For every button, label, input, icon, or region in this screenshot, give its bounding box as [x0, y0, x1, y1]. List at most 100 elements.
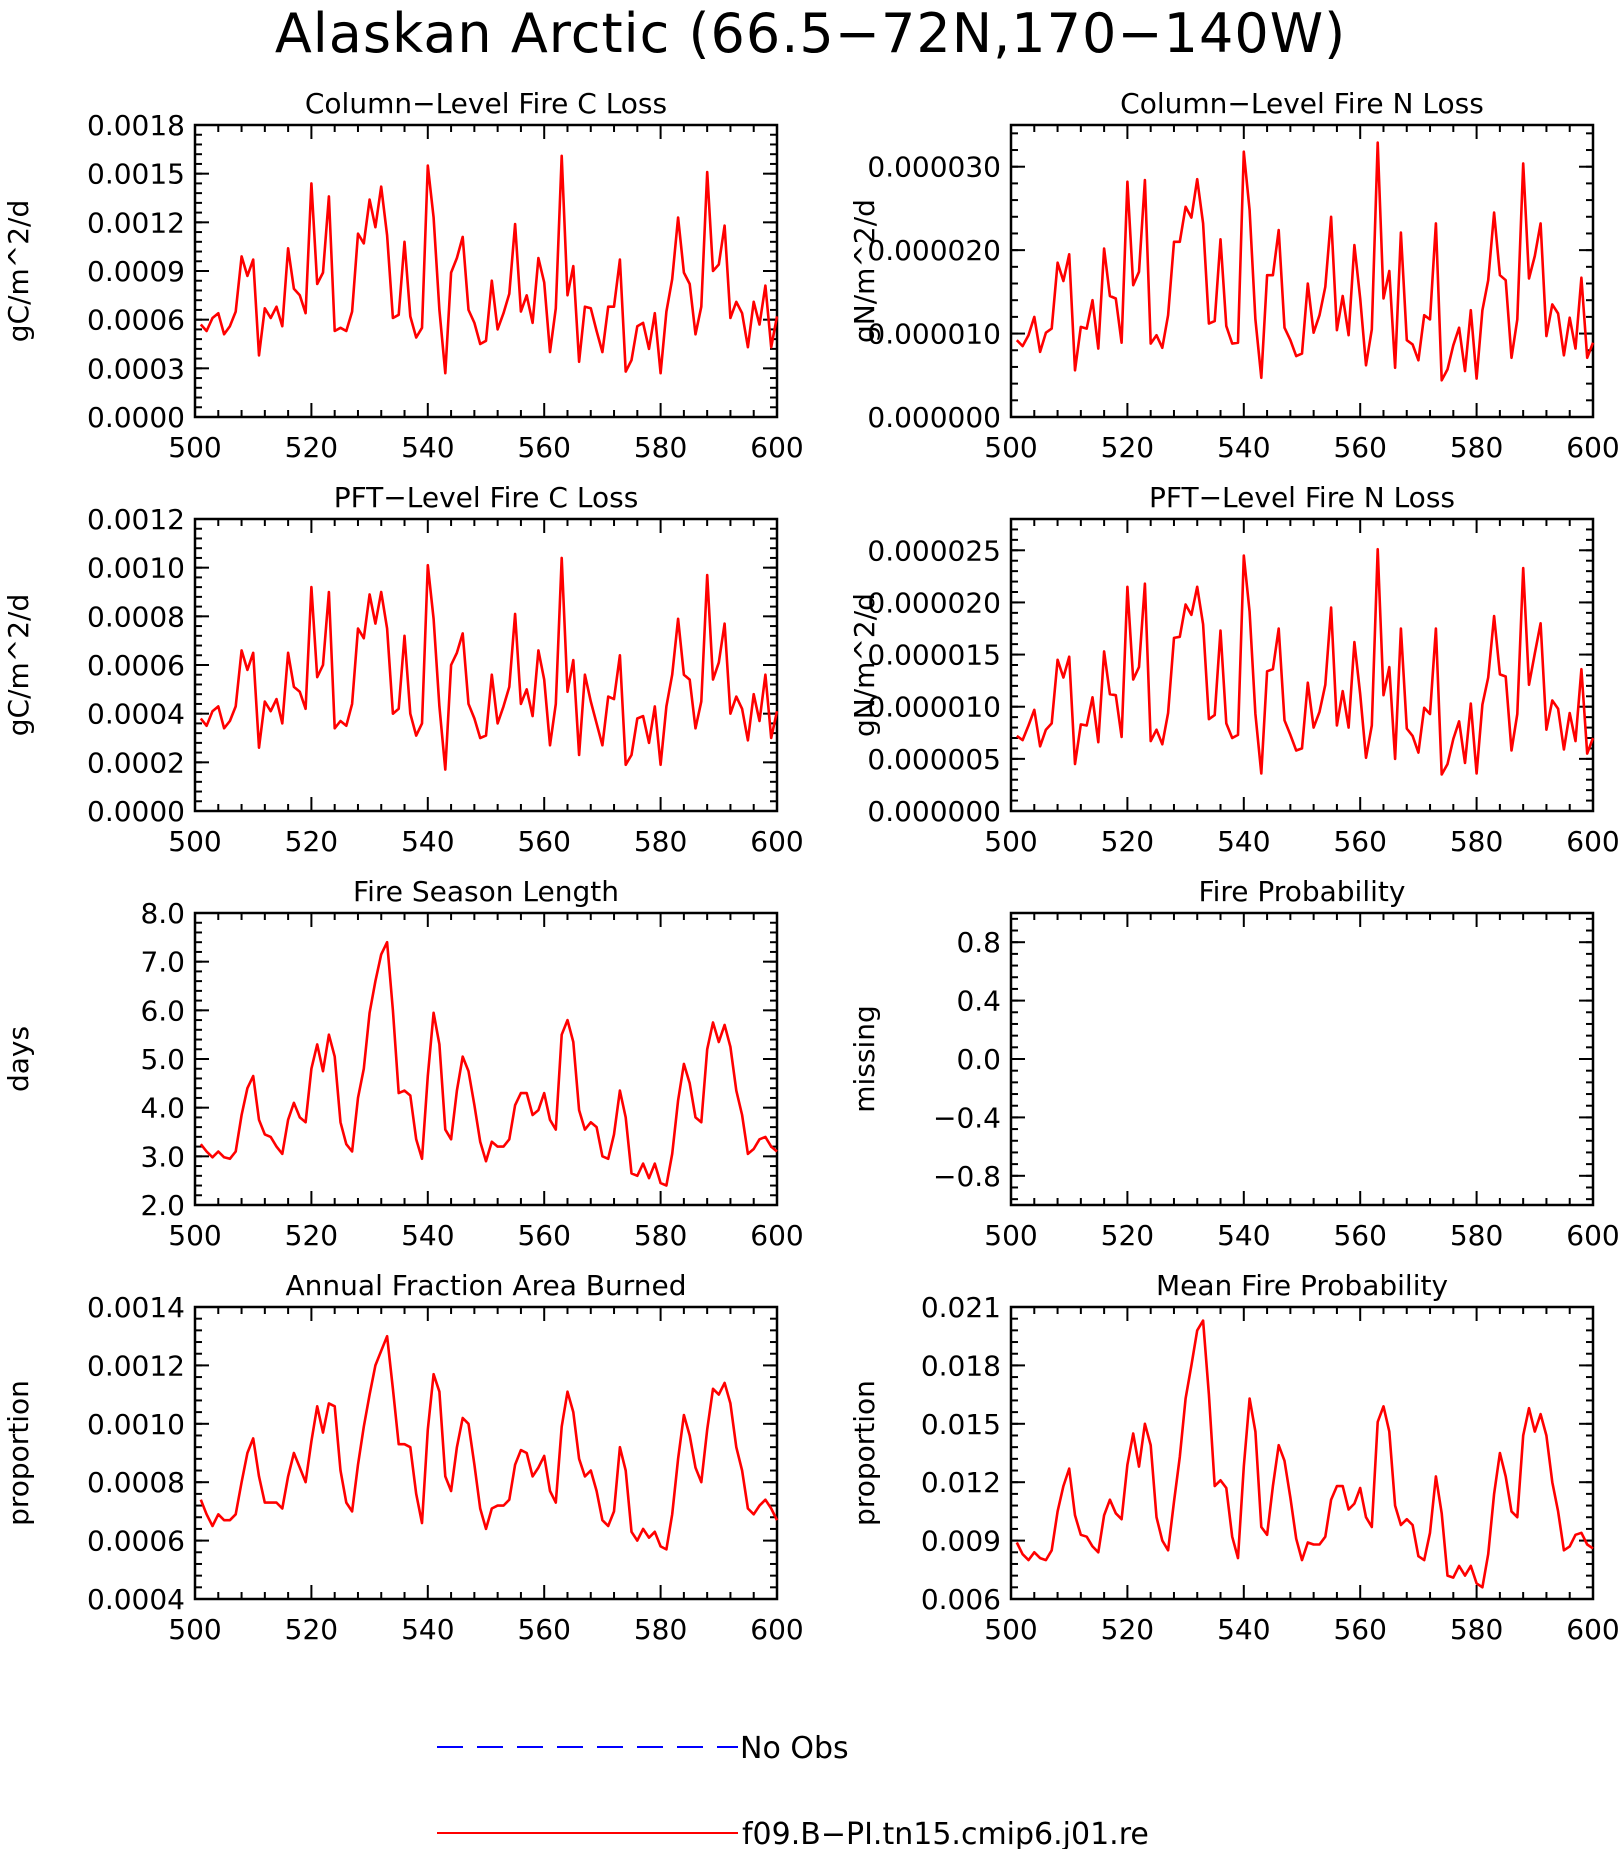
x-tick-label: 600 [1566, 825, 1619, 858]
x-tick-label: 540 [1217, 431, 1270, 464]
y-axis-label: gN/m^2/d [848, 593, 881, 737]
series-line [1015, 141, 1595, 382]
x-tick-label: 500 [984, 431, 1037, 464]
x-tick-label: 580 [1450, 1219, 1503, 1252]
x-tick-label: 560 [1333, 431, 1386, 464]
y-axis-label: gC/m^2/d [2, 200, 35, 343]
y-tick-label: 0.4 [956, 985, 1001, 1018]
y-tick-label: 0.000005 [867, 743, 1001, 776]
legend: No Obs f09.B−PI.tn15.cmip6.j01.re [437, 1731, 1149, 1849]
y-tick-label: 0.0018 [87, 109, 185, 142]
y-axis-label: proportion [848, 1380, 881, 1526]
y-tick-label: 0.000025 [867, 534, 1001, 567]
x-tick-label: 580 [1450, 825, 1503, 858]
y-tick-label: 0.000000 [867, 401, 1001, 434]
y-tick-label: 0.0 [956, 1043, 1001, 1076]
x-tick-label: 500 [168, 825, 221, 858]
y-tick-label: 0.000030 [867, 151, 1001, 184]
y-tick-label: −0.4 [933, 1101, 1001, 1134]
x-tick-label: 600 [750, 1219, 803, 1252]
y-axis-label: gC/m^2/d [2, 594, 35, 737]
y-tick-label: 5.0 [140, 1043, 185, 1076]
y-tick-label: 0.015 [921, 1408, 1001, 1441]
y-tick-label: 0.0000 [87, 401, 185, 434]
y-tick-label: 0.000010 [867, 318, 1001, 351]
x-tick-label: 500 [984, 1219, 1037, 1252]
panel-title: Annual Fraction Area Burned [286, 1269, 687, 1302]
x-tick-label: 500 [984, 1613, 1037, 1646]
x-tick-label: 560 [517, 1613, 570, 1646]
x-tick-label: 520 [1101, 1613, 1154, 1646]
y-tick-label: 0.018 [921, 1349, 1001, 1382]
series-line [1015, 1319, 1594, 1589]
series-line [1016, 547, 1595, 776]
y-tick-label: 0.0003 [87, 352, 185, 385]
y-tick-label: 0.000010 [867, 691, 1001, 724]
y-tick-label: −0.8 [933, 1160, 1001, 1193]
x-tick-label: 580 [634, 1219, 687, 1252]
x-tick-label: 500 [168, 1613, 221, 1646]
chart-panels: Column−Level Fire C Loss 500 520 540 560 580 6… [2, 87, 1620, 1646]
x-tick-label: 600 [750, 825, 803, 858]
x-tick-label: 520 [1101, 825, 1154, 858]
y-tick-label: 0.0010 [87, 552, 185, 585]
panel-pft-level-fire-c-loss: PFT−Level Fire C Loss 500 520 540 560 580 600 0… [2, 481, 804, 858]
panel-column-level-fire-n-loss: Column−Level Fire N Loss 500 520 540 560 580 6… [848, 87, 1620, 464]
y-tick-label: 0.0014 [87, 1291, 185, 1324]
panel-annual-fraction-area-burned: Annual Fraction Area Burned 500 520 540 560 5… [2, 1269, 804, 1646]
legend-label-no-obs: No Obs [740, 1731, 849, 1766]
y-tick-label: 0.0006 [87, 304, 185, 337]
y-tick-label: 0.012 [921, 1466, 1001, 1499]
x-tick-label: 560 [1333, 825, 1386, 858]
y-axis-label: days [2, 1026, 35, 1092]
x-tick-label: 580 [1450, 431, 1503, 464]
x-tick-label: 560 [1333, 1613, 1386, 1646]
panel-column-level-fire-c-loss: Column−Level Fire C Loss 500 520 540 560 580 6… [2, 87, 804, 464]
y-tick-label: 0.0006 [87, 1525, 185, 1558]
x-tick-label: 560 [517, 1219, 570, 1252]
plot-frame [193, 1305, 779, 1601]
y-tick-label: 0.8 [956, 926, 1001, 959]
x-tick-label: 540 [401, 1613, 454, 1646]
y-tick-label: 0.000000 [867, 795, 1001, 828]
x-tick-label: 560 [517, 825, 570, 858]
y-axis-label: proportion [2, 1380, 35, 1526]
y-tick-label: 0.000020 [867, 234, 1001, 267]
y-tick-label: 0.0012 [87, 206, 185, 239]
page-title: Alaskan Arctic (66.5−72N,170−140W) [274, 2, 1347, 65]
y-tick-label: 4.0 [140, 1092, 185, 1125]
panel-title: Fire Season Length [353, 875, 619, 908]
panel-title: Column−Level Fire N Loss [1120, 87, 1484, 120]
panel-mean-fire-probability: Mean Fire Probability 500 520 540 560 580 600 0… [848, 1269, 1620, 1646]
y-tick-label: 8.0 [140, 897, 185, 930]
x-tick-label: 600 [1566, 1613, 1619, 1646]
x-tick-label: 540 [401, 825, 454, 858]
y-tick-label: 0.0012 [87, 1349, 185, 1382]
x-tick-label: 520 [285, 1219, 338, 1252]
y-tick-label: 0.0008 [87, 600, 185, 633]
series-line [199, 154, 779, 375]
x-tick-label: 560 [517, 431, 570, 464]
x-tick-label: 600 [750, 1613, 803, 1646]
x-tick-label: 520 [1101, 431, 1154, 464]
x-tick-label: 560 [1333, 1219, 1386, 1252]
plot-frame [1009, 1305, 1595, 1601]
x-tick-label: 520 [1101, 1219, 1154, 1252]
legend-label-model: f09.B−PI.tn15.cmip6.j01.re [742, 1817, 1149, 1849]
y-tick-label: 6.0 [140, 994, 185, 1027]
x-tick-label: 580 [634, 431, 687, 464]
x-tick-label: 520 [285, 825, 338, 858]
series-line [199, 1334, 779, 1551]
x-tick-label: 540 [1217, 825, 1270, 858]
y-axis-label: gN/m^2/d [848, 199, 881, 343]
x-tick-label: 540 [1217, 1613, 1270, 1646]
y-tick-label: 0.0012 [87, 503, 185, 536]
y-tick-label: 0.009 [921, 1525, 1001, 1558]
y-tick-label: 0.000020 [867, 586, 1001, 619]
plot-frame [193, 517, 779, 813]
plot-frame [1009, 123, 1595, 419]
panel-fire-season-length: Fire Season Length 500 520 540 560 580 600 2.0 3… [2, 875, 804, 1252]
y-tick-label: 0.0008 [87, 1466, 185, 1499]
panel-title: Column−Level Fire C Loss [305, 87, 667, 120]
